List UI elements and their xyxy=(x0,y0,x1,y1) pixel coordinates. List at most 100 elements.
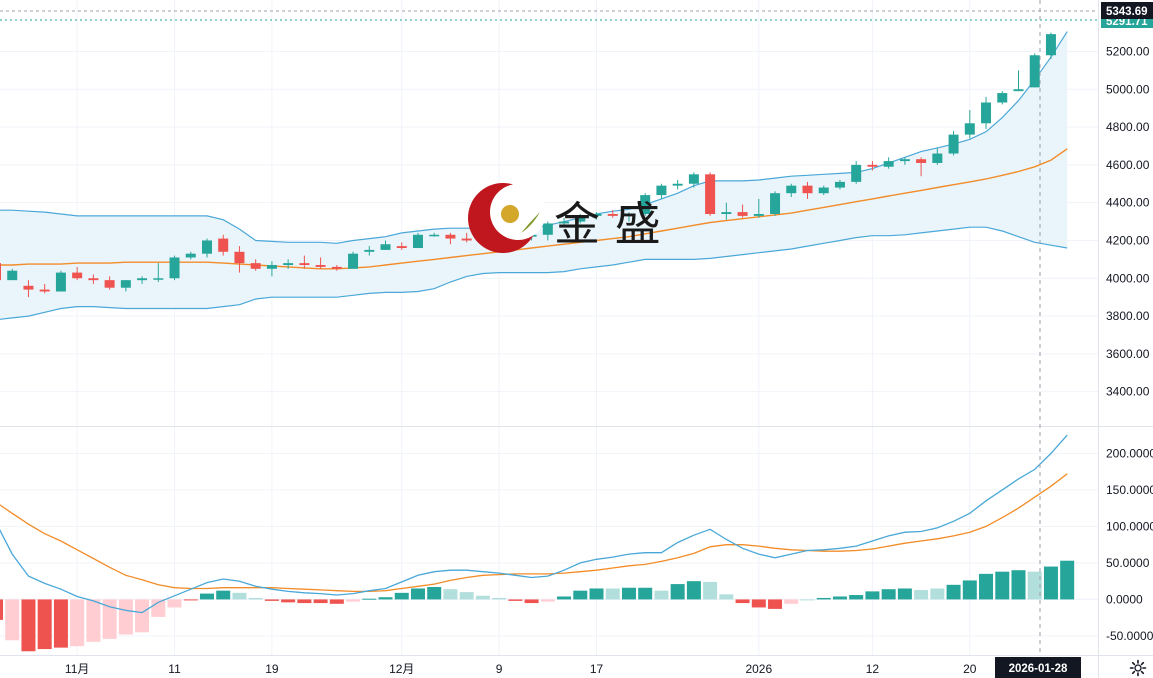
candle xyxy=(948,130,959,156)
candle-body xyxy=(315,265,326,267)
price-tick-label: 4600.00 xyxy=(1106,158,1150,172)
histogram-bar xyxy=(21,599,36,652)
price-tick-label: 3800.00 xyxy=(1106,309,1150,323)
candle xyxy=(104,276,115,290)
candle-body xyxy=(656,185,667,196)
candle xyxy=(120,280,131,292)
candle xyxy=(721,202,732,220)
candle xyxy=(396,242,407,250)
histogram-bar xyxy=(557,596,572,600)
candle xyxy=(916,157,927,177)
candle-body xyxy=(786,185,797,194)
time-axis[interactable]: 11月 11 19 12月 9 17 2026 12 20 xyxy=(65,662,977,676)
candle-body xyxy=(137,278,148,281)
histogram-bar xyxy=(5,599,20,641)
macd-tick-label: 100.0000 xyxy=(1106,519,1153,533)
svg-text:5343.69: 5343.69 xyxy=(1106,6,1148,18)
candle xyxy=(153,263,164,283)
candle xyxy=(185,251,196,260)
price-tick-label: 5200.00 xyxy=(1106,44,1150,58)
candle xyxy=(234,246,245,273)
histogram-bar xyxy=(816,597,831,600)
candle-body xyxy=(461,238,472,241)
histogram-bar xyxy=(1027,571,1042,600)
candle-body xyxy=(185,253,196,258)
histogram-bar xyxy=(118,599,133,635)
candle-body xyxy=(672,183,683,186)
candle-body xyxy=(818,187,829,194)
candle xyxy=(672,179,683,190)
time-tick-label: 12月 xyxy=(389,662,414,676)
candle-body xyxy=(348,253,359,269)
candle xyxy=(899,157,910,165)
histogram-bar xyxy=(102,599,117,639)
histogram-bar xyxy=(524,599,539,604)
candle xyxy=(7,268,18,281)
candle-body xyxy=(883,161,894,167)
candle-body xyxy=(23,285,34,290)
watermark: 金 盛 xyxy=(468,183,661,253)
histogram-bar xyxy=(378,597,393,600)
histogram-bar xyxy=(703,581,718,600)
histogram-bar xyxy=(881,589,896,600)
macd-line xyxy=(0,434,1068,614)
histogram-bar xyxy=(768,599,783,609)
price-tick-label: 3400.00 xyxy=(1106,385,1150,399)
candle xyxy=(737,204,748,218)
candle-body xyxy=(39,289,50,292)
date-marker-label: 2026-01-28 xyxy=(995,657,1081,678)
candle xyxy=(1013,70,1024,92)
candle xyxy=(331,265,342,271)
candle xyxy=(445,232,456,245)
candle xyxy=(883,157,894,169)
candle xyxy=(997,91,1008,105)
candle-body xyxy=(981,102,992,124)
histogram-bar xyxy=(297,599,312,604)
candle xyxy=(429,232,440,237)
candle xyxy=(380,240,391,250)
jinsheng-logo-icon xyxy=(468,183,546,253)
bollinger-lower-line xyxy=(0,226,1068,320)
histogram-bar xyxy=(686,581,701,600)
macd-tick-label: 200.0000 xyxy=(1106,446,1153,460)
histogram-bar xyxy=(346,599,361,602)
candle xyxy=(1045,32,1056,60)
time-tick-label: 2026 xyxy=(745,662,772,676)
candle xyxy=(39,283,50,294)
histogram-bar xyxy=(329,599,344,604)
candle xyxy=(412,232,423,249)
histogram-bar xyxy=(1043,566,1058,600)
svg-text:2026-01-28: 2026-01-28 xyxy=(1009,663,1068,675)
candle xyxy=(818,185,829,196)
histogram-bar xyxy=(53,599,68,648)
candle-body xyxy=(7,270,18,281)
candle-body xyxy=(851,164,862,182)
candle-body xyxy=(834,181,845,188)
candle-body xyxy=(932,153,943,163)
macd-axis[interactable]: -50.0000 0.0000 50.0000 100.0000 150.0000 200… xyxy=(1106,446,1153,643)
candle-body xyxy=(429,234,440,237)
candle xyxy=(688,172,699,188)
last-price-label: 5343.69 xyxy=(1101,2,1153,19)
histogram-bar xyxy=(475,595,490,600)
histogram-bar xyxy=(443,589,458,600)
bollinger-band-fill xyxy=(0,31,1068,320)
time-tick-label: 12 xyxy=(866,662,880,676)
candle-body xyxy=(770,193,781,214)
histogram-bar xyxy=(605,588,620,600)
candle xyxy=(786,183,797,197)
histogram-bar xyxy=(37,599,52,650)
candle-body xyxy=(120,280,131,288)
candle-body xyxy=(55,272,66,292)
candle xyxy=(802,181,813,199)
price-axis[interactable]: 3400.00 3600.00 3800.00 4000.00 4200.00 4400.… xyxy=(1106,44,1150,398)
candle xyxy=(932,147,943,165)
gear-icon[interactable] xyxy=(1129,659,1147,677)
grid xyxy=(0,0,1098,656)
histogram-bar xyxy=(1060,560,1075,600)
candle-body xyxy=(721,212,732,214)
histogram-bar xyxy=(508,599,523,601)
candle-body xyxy=(283,263,294,266)
candle-body xyxy=(607,214,618,216)
